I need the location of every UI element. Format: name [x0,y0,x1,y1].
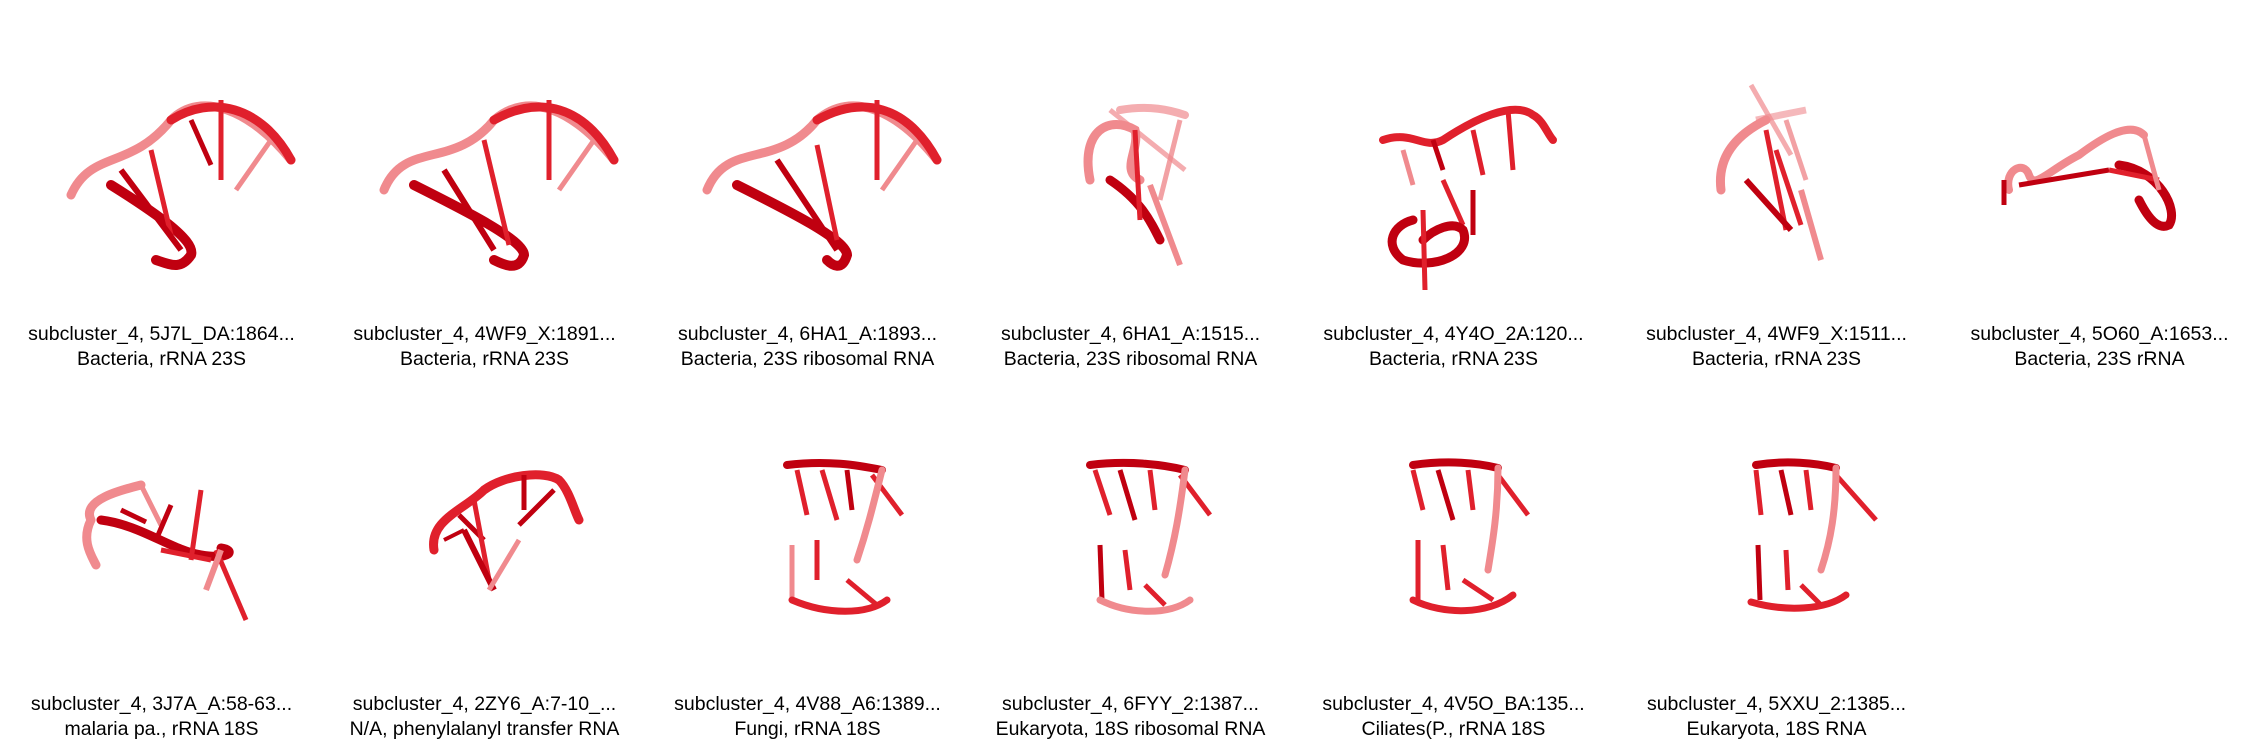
organism-rna-label: malaria pa., rRNA 18S [64,718,259,740]
structure-id-label: subcluster_4, 4WF9_X:1891... [353,323,616,345]
rna-structure-image [1747,458,1878,612]
structure-caption: subcluster_4, 6HA1_A:1893... Bacteria, 2… [646,322,969,372]
structure-tile[interactable]: subcluster_4, 6HA1_A:1893... Bacteria, 2… [646,0,969,370]
organism-rna-label: Bacteria, rRNA 23S [76,348,247,370]
structure-id-label: subcluster_4, 4V5O_BA:135... [1322,693,1585,715]
structure-caption: subcluster_4, 4V88_A6:1389... Fungi, rRN… [646,692,969,742]
structure-caption: subcluster_4, 5J7L_DA:1864... Bacteria, … [0,322,323,372]
rna-structure-image [783,458,904,615]
structure-tile[interactable]: subcluster_4, 5O60_A:1653... Bacteria, 2… [1938,0,2260,370]
structure-caption: subcluster_4, 3J7A_A:58-63... malaria pa… [0,692,323,742]
structure-tile[interactable]: subcluster_4, 6HA1_A:1515... Bacteria, 2… [969,0,1292,370]
organism-rna-label: Fungi, rRNA 18S [734,718,881,740]
structure-id-label: subcluster_4, 4WF9_X:1511... [1646,323,1907,345]
structure-caption: subcluster_4, 4WF9_X:1511... Bacteria, r… [1615,322,1938,372]
structure-id-label: subcluster_4, 4Y4O_2A:120... [1323,323,1584,345]
rna-structure-image [1086,458,1212,615]
structure-id-label: subcluster_4, 5O60_A:1653... [1970,323,2229,345]
structure-caption: subcluster_4, 6FYY_2:1387... Eukaryota, … [969,692,1292,742]
structure-id-label: subcluster_4, 6HA1_A:1893... [677,323,938,345]
structure-caption: subcluster_4, 6HA1_A:1515... Bacteria, 2… [969,322,1292,372]
organism-rna-label: Eukaryota, 18S ribosomal RNA [995,718,1266,740]
rna-structure-image [1716,83,1824,261]
structure-caption: subcluster_4, 2ZY6_A:7-10_... N/A, pheny… [323,692,646,742]
structure-tile[interactable]: subcluster_4, 6FYY_2:1387... Eukaryota, … [969,370,1292,740]
structure-tile[interactable]: subcluster_4, 5XXU_2:1385... Eukaryota, … [1615,370,1938,740]
structure-caption: subcluster_4, 4WF9_X:1891... Bacteria, r… [323,322,646,372]
rna-structure-image [66,100,296,270]
organism-rna-label: Bacteria, 23S ribosomal RNA [1003,348,1258,370]
structure-caption: subcluster_4, 5XXU_2:1385... Eukaryota, … [1615,692,1938,742]
structure-id-label: subcluster_4, 6HA1_A:1515... [1000,323,1261,345]
organism-rna-label: N/A, phenylalanyl transfer RNA [349,718,620,740]
rna-structure-image [1379,105,1557,291]
structure-id-label: subcluster_4, 5J7L_DA:1864... [28,323,295,345]
rna-structure-image [429,470,584,592]
structure-tile[interactable]: subcluster_4, 5J7L_DA:1864... Bacteria, … [0,0,323,370]
structure-caption: subcluster_4, 4Y4O_2A:120... Bacteria, r… [1292,322,1615,372]
organism-rna-label: Bacteria, 23S ribosomal RNA [680,348,935,370]
rna-structure-image [1083,103,1189,267]
structure-tile[interactable]: subcluster_4, 4WF9_X:1511... Bacteria, r… [1615,0,1938,370]
structure-id-label: subcluster_4, 2ZY6_A:7-10_... [352,693,617,715]
organism-rna-label: Bacteria, rRNA 23S [399,348,570,370]
structure-tile[interactable]: subcluster_4, 2ZY6_A:7-10_... N/A, pheny… [323,370,646,740]
organism-rna-label: Ciliates(P., rRNA 18S [1361,718,1546,740]
organism-rna-label: Eukaryota, 18S RNA [1686,718,1867,740]
structure-id-label: subcluster_4, 4V88_A6:1389... [674,693,941,715]
organism-rna-label: Bacteria, rRNA 23S [1691,348,1862,370]
structure-id-label: subcluster_4, 3J7A_A:58-63... [30,693,293,715]
structure-tile[interactable]: subcluster_4, 3J7A_A:58-63... malaria pa… [0,370,323,740]
structure-tile[interactable]: subcluster_4, 4WF9_X:1891... Bacteria, r… [323,0,646,370]
rna-structure-image [2001,125,2177,231]
structure-caption: subcluster_4, 5O60_A:1653... Bacteria, 2… [1938,322,2260,372]
structure-tile[interactable]: subcluster_4, 4Y4O_2A:120... Bacteria, r… [1292,0,1615,370]
structure-tile[interactable]: subcluster_4, 4V5O_BA:135... Ciliates(P.… [1292,370,1615,740]
structure-caption: subcluster_4, 4V5O_BA:135... Ciliates(P.… [1292,692,1615,742]
rna-structure-image [1409,458,1530,615]
organism-rna-label: Bacteria, rRNA 23S [1368,348,1539,370]
structure-id-label: subcluster_4, 6FYY_2:1387... [1002,693,1259,715]
structure-tile[interactable]: subcluster_4, 4V88_A6:1389... Fungi, rRN… [646,370,969,740]
rna-structure-image [82,480,249,621]
organism-rna-label: Bacteria, 23S rRNA [2014,348,2185,370]
rna-structure-image [379,100,619,271]
rna-structure-image [702,100,942,271]
structure-id-label: subcluster_4, 5XXU_2:1385... [1646,693,1907,715]
